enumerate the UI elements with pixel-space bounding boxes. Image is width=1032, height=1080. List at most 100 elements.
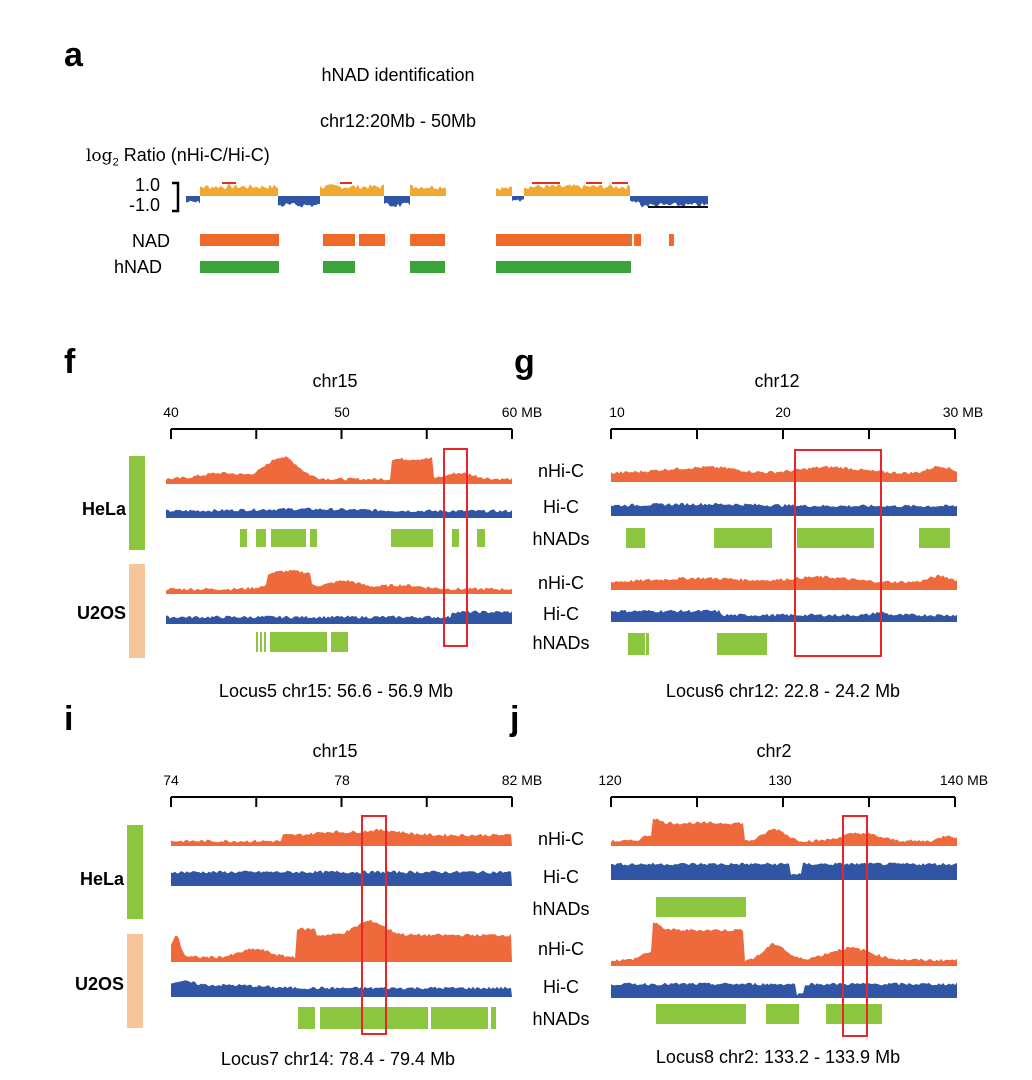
hnad-bars [200, 261, 631, 273]
hela-nhic-track [171, 828, 512, 846]
scale-bracket [172, 181, 180, 213]
u2os-hic-track [166, 610, 512, 624]
ratio-pos-segment [320, 184, 384, 196]
ratio-tick-top: 1.0 [134, 175, 160, 195]
panel-i-cell-u2os: U2OS [74, 974, 124, 994]
panel-a-ylabel: log2 Ratio (nHi-C/Hi-C) [86, 146, 270, 169]
panel-g-row-nhic-1: nHi-C [537, 461, 585, 481]
panel-g-row-hic-2: Hi-C [543, 604, 579, 624]
panel-f-tick-2: 60 MB [501, 404, 543, 420]
hela-hic-track [171, 870, 512, 886]
ratio-pos-segment [200, 184, 278, 196]
u2os-hic-track [171, 980, 512, 997]
nad-bar [200, 234, 279, 246]
panel-j-axis [610, 796, 956, 807]
u2os-nhic-track [171, 919, 512, 962]
hela-nhic-track [611, 818, 957, 846]
hnad-bar [323, 261, 355, 273]
highlight-box [794, 449, 882, 657]
nad-bar [496, 234, 632, 246]
panel-letter-j: j [510, 700, 520, 738]
panel-g-axis [610, 428, 956, 439]
nad-bar [323, 234, 355, 246]
panel-g-row-hic-1: Hi-C [543, 497, 579, 517]
nad-bar [410, 234, 445, 246]
panel-f-cell-u2os: U2OS [76, 603, 126, 623]
panel-g-row-hnads-2: hNADs [532, 633, 590, 653]
ratio-high-mark [222, 182, 236, 184]
u2os-hnad-bar [656, 1004, 746, 1024]
u2os-hnad-bar [628, 633, 645, 655]
u2os-hnad-bar [766, 1004, 799, 1024]
hela-nhic-track [611, 465, 957, 482]
u2os-hnad-bar [331, 632, 348, 652]
panel-g-caption: Locus6 chr12: 22.8 - 24.2 Mb [665, 681, 901, 701]
panel-f-caption: Locus5 chr15: 56.6 - 56.9 Mb [218, 681, 454, 701]
row-label-nad: NAD [131, 231, 170, 251]
u2os-hic-track [611, 982, 957, 998]
panel-g-tick-1: 20 [775, 404, 791, 420]
nad-bars [200, 234, 674, 246]
panel-g-tick-0: 10 [609, 404, 625, 420]
hela-hnad-bar [256, 529, 266, 547]
u2os-hnad-bar [431, 1007, 488, 1029]
hela-hnad-bar [271, 529, 306, 547]
u2os-nhic-track [611, 922, 957, 966]
highlight-box [443, 448, 468, 647]
u2os-hnad-bar [264, 632, 266, 652]
row-label-hnad: hNAD [113, 257, 162, 277]
hela-hnad-bar [919, 528, 950, 548]
u2os-hnad-bar [826, 1004, 882, 1024]
u2os-sample-bar [129, 564, 145, 658]
panel-f-chrom: chr15 [312, 371, 358, 391]
ratio-neg-segment [512, 196, 524, 202]
panel-j-chrom: chr2 [756, 741, 792, 761]
hela-hnad-bar [452, 529, 459, 547]
panel-i-cell-hela: HeLa [79, 869, 124, 889]
ratio-neg-segment [384, 196, 410, 208]
panel-a-title: hNAD identification [321, 65, 475, 85]
panel-f-tick-0: 40 [163, 404, 179, 420]
ratio-pos-segment [410, 184, 446, 196]
panel-i-axis [170, 796, 513, 807]
hela-hnad-bar [240, 529, 247, 547]
panel-j-row-hnads-2: hNADs [532, 1009, 590, 1029]
panel-i-caption: Locus7 chr14: 78.4 - 79.4 Mb [220, 1049, 456, 1069]
highlight-box [842, 815, 868, 1037]
panel-letter-a: a [64, 36, 83, 74]
u2os-hnad-bar [260, 632, 262, 652]
highlight-box [361, 815, 387, 1035]
ratio-neg-segment [640, 196, 708, 208]
u2os-hnad-bar [646, 633, 649, 655]
hela-sample-bar [127, 825, 143, 919]
panel-j-row-nhic-1: nHi-C [537, 829, 585, 849]
ylabel-log: log [86, 146, 113, 166]
panel-letter-f: f [64, 343, 76, 381]
u2os-hnad-bar [491, 1007, 496, 1029]
panel-j-tick-1: 130 [768, 772, 792, 788]
ylabel-subscript: 2 [112, 156, 119, 169]
panel-j-row-nhic-2: nHi-C [537, 939, 585, 959]
panel-j-row-hnads-1: hNADs [532, 899, 590, 919]
ratio-high-mark [340, 182, 352, 184]
panel-f-axis [170, 428, 513, 439]
panel-j-caption: Locus8 chr2: 133.2 - 133.9 Mb [655, 1047, 901, 1067]
u2os-nhic-track [611, 574, 957, 590]
u2os-nhic-track [166, 569, 512, 594]
hela-hnad-bar [714, 528, 772, 548]
log-ratio-track [186, 182, 708, 208]
ratio-neg-segment [186, 196, 200, 204]
panel-g-chrom: chr12 [754, 371, 800, 391]
ylabel-rest: Ratio (nHi-C/Hi-C) [118, 145, 270, 165]
ratio-high-mark [586, 182, 602, 184]
ratio-neg-segment [630, 196, 640, 204]
panel-j-tick-2: 140 MB [939, 772, 989, 788]
hela-hic-track [166, 507, 512, 518]
hela-hnad-bar [477, 529, 485, 547]
panel-i-tick-1: 78 [334, 772, 350, 788]
panel-i-chrom: chr15 [312, 741, 358, 761]
panel-letter-i: i [64, 700, 74, 738]
u2os-hic-track [611, 609, 957, 622]
ratio-high-mark [612, 182, 628, 184]
